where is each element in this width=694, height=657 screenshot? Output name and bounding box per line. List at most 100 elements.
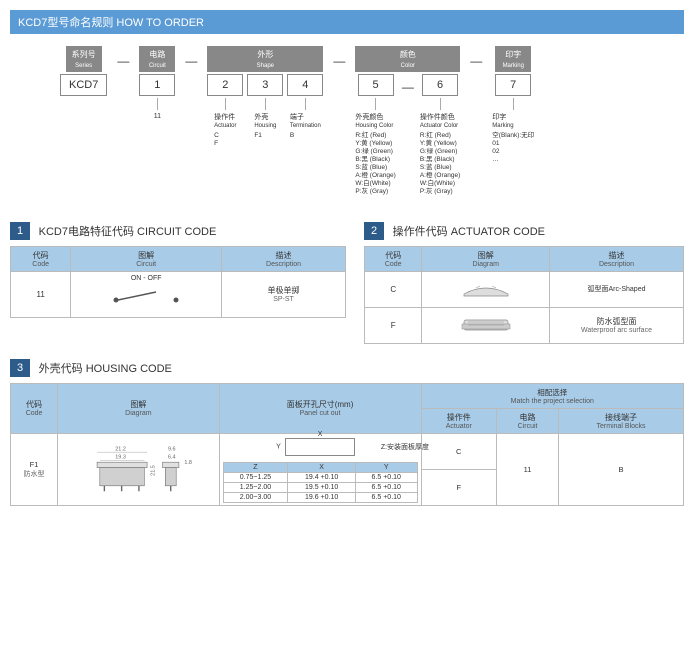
d3-title: 端子 xyxy=(290,114,321,122)
sections-1-2: 1 KCD7电路特征代码 CIRCUIT CODE 代码Code 图解Circu… xyxy=(10,222,684,344)
d2-title: 外壳 xyxy=(254,114,276,122)
sec3-title: 外壳代码 HOUSING CODE xyxy=(39,360,172,376)
d1-title: 操作件 xyxy=(214,114,236,122)
color-drop-2: 操作件颜色 Actuator Color R:红 (Red) Y:黄 (Yell… xyxy=(420,114,460,197)
pt-row: 2.00~3.0019.6 +0.106.5 +0.10 xyxy=(223,492,417,502)
cd1-en: Housing Color xyxy=(355,123,395,130)
d3-en: Termination xyxy=(290,123,321,130)
order-marking: 印字 Marking 7 印字 Marking 空(Blank):无印 01 0… xyxy=(492,46,534,197)
th-desc: 描述Description xyxy=(550,246,684,271)
th-term: 接线端子Terminal Blocks xyxy=(559,408,684,433)
dash: — xyxy=(331,46,347,197)
pt-row: 0.75~1.2519.4 +0.106.5 +0.10 xyxy=(223,472,417,482)
d2-opts: F1 xyxy=(254,132,276,140)
d3-opts: B xyxy=(290,132,321,140)
circuit-h: 电路 xyxy=(149,50,165,59)
th-desc-en: Description xyxy=(554,261,679,268)
order-series: 系列号 Series KCD7 xyxy=(60,46,107,197)
act-diag-c xyxy=(422,271,550,307)
dim-19-3: 19.3 xyxy=(116,455,127,461)
code-sub: 防水型 xyxy=(14,469,54,479)
act-code-c: C xyxy=(365,271,422,307)
series-header: 系列号 Series xyxy=(66,46,102,72)
order-diagram: 系列号 Series KCD7 — 电路 Circuit 1 11 — 外形 S… xyxy=(60,46,684,197)
pt-header: Z X Y xyxy=(223,462,417,472)
mark-h-en: Marking xyxy=(503,63,524,69)
color-boxes: 5 外壳颜色 Housing Color R:红 (Red) Y:黄 (Yell… xyxy=(355,74,460,197)
dash: — xyxy=(115,46,131,197)
th-panel-txt: 面板开孔尺寸(mm) xyxy=(287,400,354,409)
th-desc-txt: 描述 xyxy=(276,251,292,260)
sec2-title: 操作件代码 ACTUATOR CODE xyxy=(393,223,545,239)
code-txt: F1 xyxy=(30,460,39,469)
match-cir: 11 xyxy=(497,433,559,505)
shape-header: 外形 Shape xyxy=(207,46,323,72)
act-code-f: F xyxy=(365,307,422,343)
th-diag-txt: 图解 xyxy=(130,400,146,409)
table-header-row: 代码Code 图解Diagram 面板开孔尺寸(mm)Panel cut out… xyxy=(11,383,684,408)
th-diag-en: Diagram xyxy=(62,410,215,417)
th-code-en: Code xyxy=(15,410,53,417)
drop-line xyxy=(305,98,306,110)
circuit-header: 电路 Circuit xyxy=(139,46,175,72)
actuator-f-icon xyxy=(456,312,516,336)
table-header-row: 代码Code 图解Diagram 描述Description xyxy=(365,246,684,271)
color-box-1: 5 xyxy=(358,74,394,96)
d1-en: Actuator xyxy=(214,123,236,130)
shape-drop-2: 外壳 Housing F1 xyxy=(254,114,276,140)
mark-box: 7 xyxy=(495,74,531,96)
shape-col-3: 4 端子 Termination B xyxy=(287,74,323,148)
r1y: 6.5 +0.10 xyxy=(355,472,417,482)
m-opts: 空(Blank):无印 01 02 … xyxy=(492,132,534,165)
on-off-label: ON - OFF xyxy=(75,275,217,282)
th-diag: 图解Circuit xyxy=(71,246,222,271)
panel-cutout: X Y Z:安装面板厚度 Z X Y 0.75~1.2519.4 +0.106.… xyxy=(219,433,421,505)
d2-en: Housing xyxy=(254,123,276,130)
sec3-num: 3 xyxy=(10,359,30,377)
table-row: C 弧型面Arc-Shaped xyxy=(365,271,684,307)
dim-21-5: 21.5 xyxy=(151,465,157,476)
m-title: 印字 xyxy=(492,114,534,122)
th-cir-txt: 电路 xyxy=(520,413,536,422)
circuit-diagram: ON - OFF xyxy=(71,271,222,317)
panel-dim-table: Z X Y 0.75~1.2519.4 +0.106.5 +0.10 1.25~… xyxy=(223,462,418,503)
drop-line xyxy=(157,98,158,110)
r2x: 19.5 +0.10 xyxy=(288,482,356,492)
m-en: Marking xyxy=(492,123,534,130)
shape-box-2: 3 xyxy=(247,74,283,96)
dim-x: X xyxy=(318,431,323,438)
th-act-txt: 操作件 xyxy=(447,413,471,422)
r1x: 19.4 +0.10 xyxy=(288,472,356,482)
color-box-2: 6 xyxy=(422,74,458,96)
section-2: 2 操作件代码 ACTUATOR CODE 代码Code 图解Diagram 描… xyxy=(364,222,684,344)
housing-code: F1防水型 xyxy=(11,433,58,505)
th-act-en: Actuator xyxy=(426,423,493,430)
panel-rect: X Y Z:安装面板厚度 xyxy=(285,438,355,456)
th-diag: 图解Diagram xyxy=(422,246,550,271)
r2-desc: 防水弧型面 xyxy=(597,317,637,326)
shape-col-2: 3 外壳 Housing F1 xyxy=(247,74,283,148)
title-bar: KCD7型号命名规则 HOW TO ORDER xyxy=(10,10,684,34)
act-desc-c: 弧型面Arc-Shaped xyxy=(550,271,684,307)
th-code-en: Code xyxy=(15,261,66,268)
th-match-txt: 相配选择 xyxy=(537,388,567,397)
shape-h-en: Shape xyxy=(257,63,274,69)
r3x: 19.6 +0.10 xyxy=(288,492,356,502)
r3z: 2.00~3.00 xyxy=(223,492,288,502)
desc-txt: 单极单掷 xyxy=(268,286,300,295)
th-desc-txt: 描述 xyxy=(609,251,625,260)
section-3: 3 外壳代码 HOUSING CODE 代码Code 图解Diagram 面板开… xyxy=(10,359,684,506)
circuit-svg-icon xyxy=(96,284,196,312)
circuit-box: 1 xyxy=(139,74,175,96)
th-diag: 图解Diagram xyxy=(58,383,220,433)
th-desc: 描述Description xyxy=(222,246,346,271)
cd2-en: Actuator Color xyxy=(420,123,460,130)
th-diag-txt: 图解 xyxy=(138,251,154,260)
act-diag-f xyxy=(422,307,550,343)
circuit-desc: 单极单掷SP-ST xyxy=(222,271,346,317)
r2-desc-en: Waterproof arc surface xyxy=(554,327,679,334)
th-code-txt: 代码 xyxy=(26,400,42,409)
mark-h: 印字 xyxy=(505,50,521,59)
series-h: 系列号 xyxy=(72,50,96,59)
table-header-row: 代码Code 图解Circuit 描述Description xyxy=(11,246,346,271)
